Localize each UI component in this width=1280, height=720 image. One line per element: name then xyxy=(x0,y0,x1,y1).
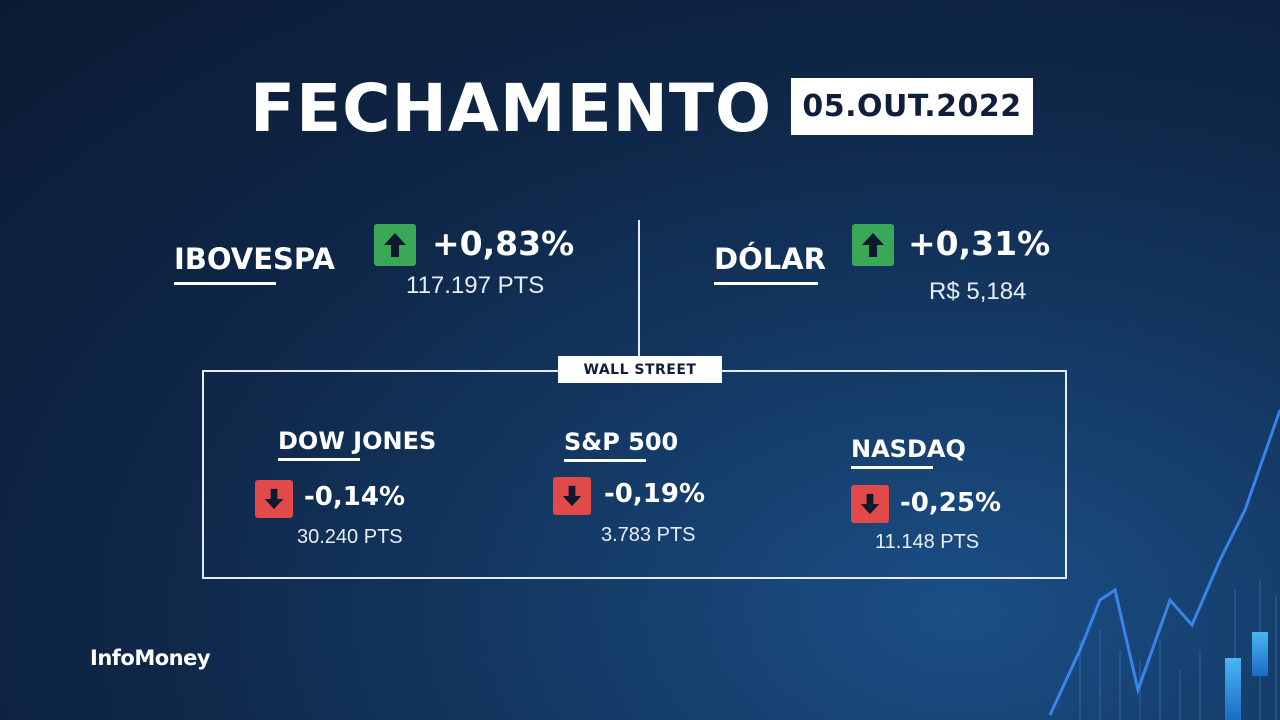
nasdaq-name: NASDAQ xyxy=(851,435,966,463)
dow-jones-underline xyxy=(278,458,360,461)
sp500-name: S&P 500 xyxy=(564,428,679,456)
dow-jones-change: -0,14% xyxy=(304,482,405,512)
decorative-chart-graphic xyxy=(1048,409,1280,720)
dolar-underline xyxy=(714,282,818,285)
arrow-down-icon xyxy=(851,485,889,523)
ibovespa-change: +0,83% xyxy=(432,224,575,263)
arrow-down-icon xyxy=(255,480,293,518)
infomoney-logo: InfoMoney xyxy=(90,646,211,670)
nasdaq-change: -0,25% xyxy=(900,488,1001,518)
wall-street-label: WALL STREET xyxy=(558,356,722,383)
nasdaq-underline xyxy=(851,466,933,469)
divider xyxy=(638,220,640,372)
nasdaq-value: 11.148 PTS xyxy=(875,531,980,553)
dow-jones-name: DOW JONES xyxy=(278,427,437,455)
dolar-change: +0,31% xyxy=(908,224,1051,263)
dolar-name: DÓLAR xyxy=(714,242,826,276)
ibovespa-name: IBOVESPA xyxy=(174,242,335,276)
ibovespa-underline xyxy=(174,282,276,285)
page-title: FECHAMENTO xyxy=(250,70,773,147)
ibovespa-value: 117.197 PTS xyxy=(406,272,545,299)
arrow-up-icon xyxy=(852,224,894,266)
sp500-change: -0,19% xyxy=(604,479,705,509)
arrow-up-icon xyxy=(374,224,416,266)
dolar-value: R$ 5,184 xyxy=(929,278,1027,305)
sp500-underline xyxy=(564,459,646,462)
sp500-value: 3.783 PTS xyxy=(601,524,696,546)
arrow-down-icon xyxy=(553,477,591,515)
date-badge: 05.OUT.2022 xyxy=(791,78,1033,135)
dow-jones-value: 30.240 PTS xyxy=(297,526,403,548)
